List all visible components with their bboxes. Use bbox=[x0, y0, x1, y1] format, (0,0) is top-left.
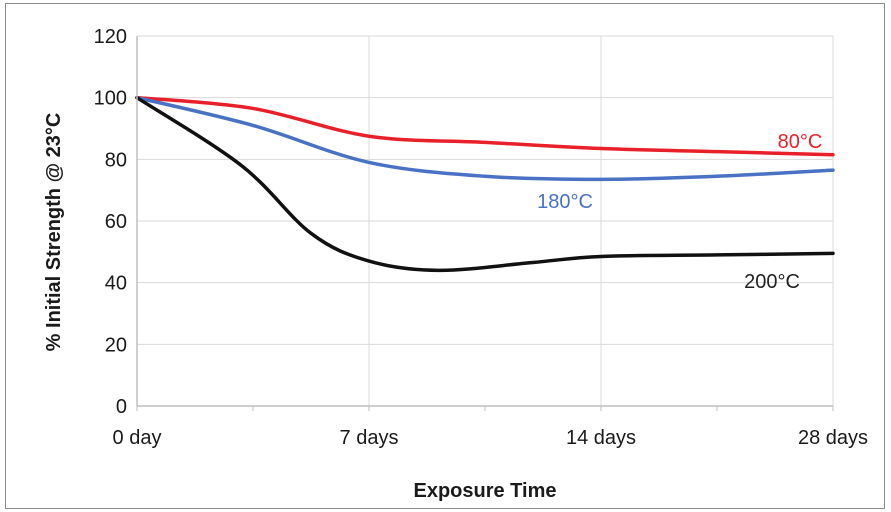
y-tick-label: 40 bbox=[105, 273, 127, 295]
x-tick-label: 14 days bbox=[566, 427, 636, 449]
x-tick-label: 28 days bbox=[798, 427, 868, 449]
series-label: 180°C bbox=[537, 191, 593, 213]
y-tick-label: 60 bbox=[105, 211, 127, 233]
x-axis-title: Exposure Time bbox=[413, 480, 556, 502]
series-line bbox=[135, 95, 835, 157]
y-tick-label: 0 bbox=[116, 396, 127, 418]
series-label: 200°C bbox=[744, 271, 800, 293]
series-label: 80°C bbox=[778, 131, 823, 153]
series-line bbox=[135, 95, 835, 182]
x-tick-labels: 0 day 7 days 14 days 28 days bbox=[113, 427, 869, 449]
y-tick-label: 80 bbox=[105, 149, 127, 171]
y-tick-label: 20 bbox=[105, 334, 127, 356]
series-line bbox=[135, 95, 835, 273]
x-tick-label: 7 days bbox=[340, 427, 399, 449]
axes bbox=[136, 36, 834, 411]
y-tick-labels: 0 20 40 60 80 100 120 bbox=[94, 26, 127, 418]
gridlines bbox=[137, 35, 834, 406]
y-tick-label: 120 bbox=[94, 26, 127, 48]
series-lines bbox=[135, 95, 835, 273]
x-tick-label: 0 day bbox=[113, 427, 162, 449]
y-axis-title: % Initial Strength @ 23°C bbox=[43, 113, 65, 352]
y-tick-label: 100 bbox=[94, 88, 127, 110]
series-labels: 80°C 180°C 200°C bbox=[537, 131, 822, 293]
